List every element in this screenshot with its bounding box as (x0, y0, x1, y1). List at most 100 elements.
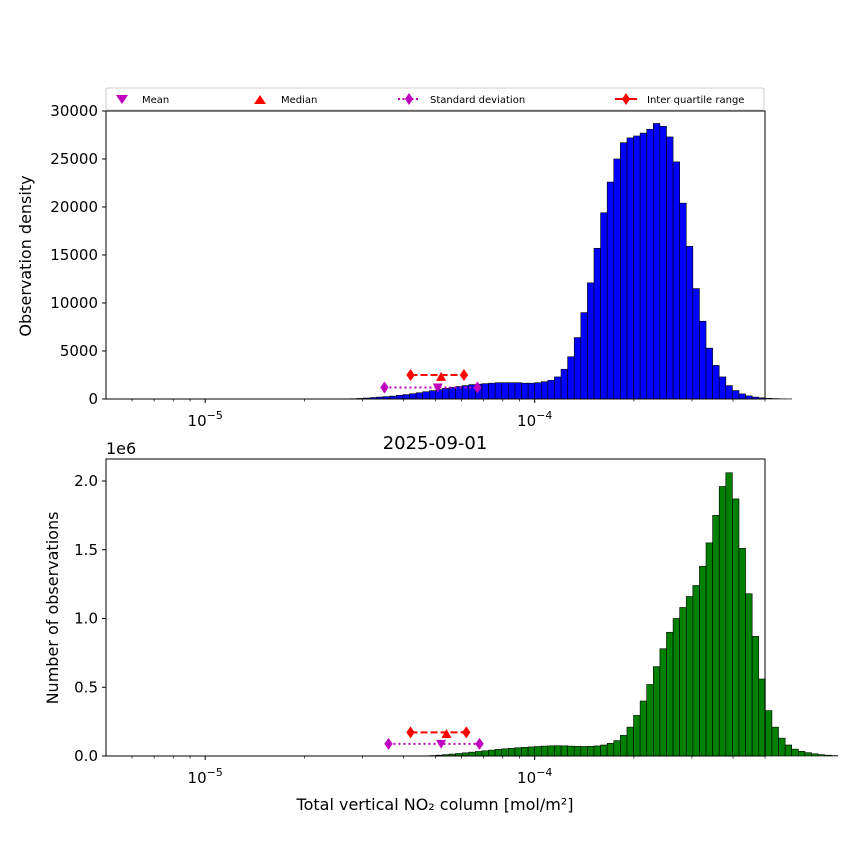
histogram-bar (672, 161, 680, 400)
x-tick-label: 10−4 (517, 766, 552, 787)
x-tick-label: 10−5 (188, 766, 223, 787)
std-high-marker (473, 381, 482, 394)
histogram-bar (560, 368, 568, 400)
histogram-bar (435, 389, 443, 400)
top-x-axis-ticks: 10−5 10−4 (131, 399, 766, 430)
histogram-bar (666, 631, 674, 757)
y-tick-label: 5000 (60, 342, 98, 360)
bottom-histogram-chart: 2025-09-01 1e6 0.00.51.01.52.0 10−5 10−4 … (43, 433, 839, 814)
histogram-bar (501, 382, 509, 400)
histogram-bar (409, 393, 417, 400)
legend-iqr-marker (622, 93, 630, 105)
y-tick-label: 0 (88, 390, 98, 408)
bottom-x-axis-label: Total vertical NO₂ column [mol/m²] (296, 795, 574, 814)
histogram-bar (613, 158, 621, 400)
histogram-bar (606, 181, 615, 400)
top-histogram-bars (349, 123, 792, 400)
histogram-bar (580, 746, 588, 757)
histogram-bar (587, 282, 595, 400)
histogram-bar (573, 746, 582, 757)
histogram-bar (560, 745, 568, 757)
mean-marker (432, 383, 443, 393)
histogram-bar (758, 678, 766, 757)
histogram-bar (613, 740, 621, 757)
top-y-axis-label: Observation density (16, 175, 35, 336)
legend-mean-marker (116, 95, 128, 104)
histogram-bar (659, 648, 667, 757)
legend-iqr-label: Inter quartile range (647, 95, 744, 106)
std-high-marker (475, 737, 484, 750)
histogram-bar (797, 751, 806, 757)
histogram-bar (738, 548, 746, 757)
histogram-bar (422, 391, 430, 400)
bottom-statistics-markers (384, 726, 484, 750)
histogram-bar (415, 392, 423, 400)
histogram-bar (646, 684, 654, 757)
legend-median-marker (254, 95, 266, 104)
histogram-bar (534, 382, 542, 400)
histogram-bar (804, 752, 812, 757)
histogram-bar (633, 135, 641, 400)
histogram-bar (494, 382, 503, 400)
histogram-bar (567, 745, 575, 757)
histogram-bar (626, 726, 634, 757)
histogram-bar (659, 126, 667, 400)
histogram-bar (725, 385, 733, 400)
histogram-bar (712, 365, 720, 400)
histogram-bar (448, 387, 456, 400)
histogram-bar (475, 751, 483, 757)
histogram-bar (508, 747, 516, 757)
histogram-bar (692, 288, 700, 400)
histogram-bar (718, 486, 727, 757)
histogram-bar (633, 715, 641, 757)
histogram-bar (679, 202, 687, 400)
histogram-bar (488, 382, 496, 400)
histogram-bar (514, 382, 522, 400)
histogram-bar (679, 607, 687, 757)
mean-marker (436, 739, 447, 749)
histogram-bar (791, 748, 799, 757)
histogram-bar (771, 726, 779, 757)
histogram-bar (534, 746, 542, 757)
histogram-bar (593, 247, 601, 400)
histogram-bar (765, 710, 773, 757)
y-tick-label: 15000 (50, 246, 98, 264)
histogram-bar (620, 142, 628, 400)
histogram-bar (712, 515, 720, 757)
histogram-bar (653, 123, 661, 400)
histogram-bar (725, 472, 733, 757)
histogram-bar (705, 347, 713, 400)
histogram-bar (685, 596, 694, 757)
histogram-bar (521, 382, 529, 400)
histogram-bar (442, 388, 450, 400)
histogram-bar (692, 585, 700, 757)
histogram-bar (718, 376, 727, 400)
histogram-bar (765, 398, 773, 400)
bottom-x-axis-ticks: 10−5 10−4 (131, 756, 766, 787)
histogram-bar (705, 542, 713, 757)
bottom-y-offset-label: 1e6 (106, 439, 136, 458)
histogram-bar (639, 132, 648, 400)
y-tick-label: 25000 (50, 150, 98, 168)
histogram-bar (600, 212, 608, 400)
histogram-bar (521, 747, 529, 757)
histogram-bar (653, 666, 661, 757)
y-tick-label: 20000 (50, 198, 98, 216)
x-tick-label: 10−5 (188, 409, 223, 430)
y-tick-label: 1.0 (74, 610, 98, 628)
histogram-bar (606, 743, 615, 757)
histogram-bar (817, 754, 825, 757)
histogram-bar (514, 747, 522, 757)
legend: Mean Median Standard deviation Inter qua… (105, 87, 765, 111)
iqr-high-marker (462, 726, 471, 739)
y-tick-label: 0.5 (74, 678, 98, 696)
histogram-bar (468, 751, 476, 757)
histogram-bar (554, 376, 562, 400)
histogram-bar (824, 754, 832, 757)
histogram-bar (567, 356, 575, 400)
histogram-bar (778, 737, 786, 757)
bottom-histogram-bars (428, 472, 839, 757)
histogram-bar (685, 246, 694, 400)
